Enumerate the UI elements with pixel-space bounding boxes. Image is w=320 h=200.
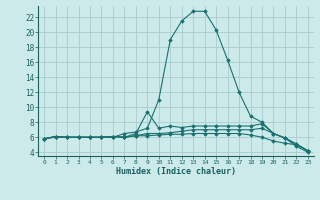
- X-axis label: Humidex (Indice chaleur): Humidex (Indice chaleur): [116, 167, 236, 176]
